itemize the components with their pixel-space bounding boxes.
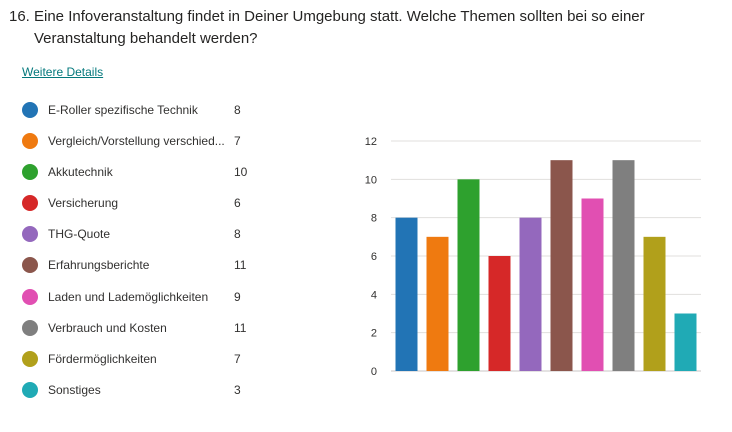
legend-item[interactable]: Laden und Lademöglichkeiten 9 <box>22 282 262 313</box>
legend-label: Erfahrungsberichte <box>48 258 150 273</box>
legend-item[interactable]: Verbrauch und Kosten 11 <box>22 313 262 344</box>
legend-label: Vergleich/Vorstellung verschied... <box>48 134 225 149</box>
legend-item[interactable]: Versicherung 6 <box>22 188 262 219</box>
legend-color-swatch <box>22 102 38 118</box>
y-tick-label: 4 <box>371 289 377 301</box>
bar[interactable] <box>426 236 449 371</box>
y-tick-label: 10 <box>365 174 377 186</box>
y-tick-label: 8 <box>371 213 377 225</box>
bar[interactable] <box>457 179 480 371</box>
legend-item[interactable]: Vergleich/Vorstellung verschied... 7 <box>22 126 262 157</box>
legend-color-swatch <box>22 350 38 367</box>
more-details-link[interactable]: Weitere Details <box>22 65 104 79</box>
legend-label: Verbrauch und Kosten <box>48 320 167 335</box>
legend-item[interactable]: E-Roller spezifische Technik 8 <box>22 95 262 126</box>
legend-label: Sonstiges <box>48 382 101 397</box>
legend-count: 8 <box>234 103 241 117</box>
legend-color-swatch <box>22 288 38 305</box>
legend-label: Laden und Lademöglichkeiten <box>48 289 209 304</box>
legend-count: 10 <box>234 165 248 180</box>
bar[interactable] <box>581 198 604 372</box>
legend-color-swatch <box>22 381 38 398</box>
legend-item[interactable]: Fördermöglichkeiten 7 <box>22 344 262 375</box>
legend-label: Akkutechnik <box>48 165 113 180</box>
bar[interactable] <box>612 160 635 371</box>
legend-count: 8 <box>234 227 241 242</box>
legend-count: 7 <box>234 134 241 149</box>
bar[interactable] <box>674 313 697 372</box>
question-text: Eine Infoveranstaltung findet in Deiner … <box>34 8 645 47</box>
legend-count: 3 <box>234 382 241 397</box>
bar-chart: 0 2 4 6 8 10 12 <box>365 136 701 378</box>
legend-label: Fördermöglichkeiten <box>48 351 157 366</box>
question-heading: 16. Eine Infoveranstaltung findet in Dei… <box>9 6 709 50</box>
bar[interactable] <box>519 217 542 371</box>
legend-label: Versicherung <box>48 196 119 211</box>
bar[interactable] <box>488 256 511 371</box>
bar[interactable] <box>643 236 666 371</box>
legend-color-swatch <box>22 164 38 181</box>
bar[interactable] <box>395 217 418 371</box>
legend-count: 11 <box>234 258 247 273</box>
y-tick-label: 0 <box>371 366 377 378</box>
legend-color-swatch <box>22 257 38 274</box>
legend-color-swatch <box>22 319 38 336</box>
y-tick-label: 2 <box>371 328 377 340</box>
bar[interactable] <box>550 160 573 371</box>
legend-item[interactable]: Erfahrungsberichte 11 <box>22 250 262 281</box>
legend-count: 6 <box>234 196 241 211</box>
legend-color-swatch <box>22 226 38 243</box>
legend-label: E-Roller spezifische Technik <box>48 103 198 117</box>
legend-color-swatch <box>22 133 38 150</box>
question-number: 16. <box>9 8 30 25</box>
legend-item[interactable]: Sonstiges 3 <box>22 375 262 406</box>
legend-item[interactable]: THG-Quote 8 <box>22 219 262 250</box>
legend-count: 11 <box>234 320 247 335</box>
legend-count: 9 <box>234 289 241 304</box>
legend-label: THG-Quote <box>48 227 111 242</box>
y-tick-label: 6 <box>371 251 377 263</box>
legend-count: 7 <box>234 351 241 366</box>
legend-color-swatch <box>22 195 38 212</box>
y-tick-label: 12 <box>365 136 377 148</box>
legend-item[interactable]: Akkutechnik 10 <box>22 157 262 188</box>
chart-legend: E-Roller spezifische Technik 8 Vergleich/V… <box>22 95 262 406</box>
